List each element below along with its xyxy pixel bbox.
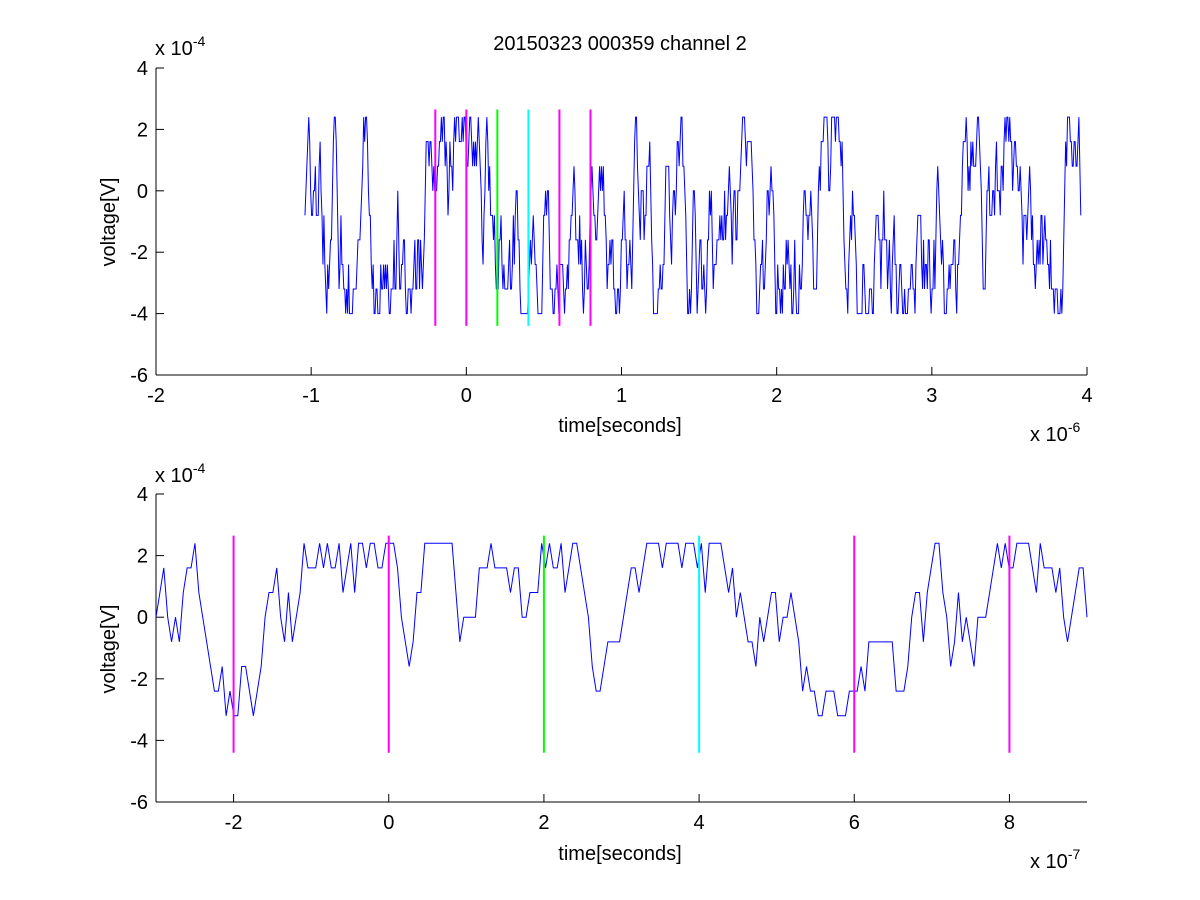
bottom-panel: -2 0 2 4 6 8 4 2 0 -2 -4 -6 time[seconds] voltage[V… bbox=[98, 460, 1088, 873]
top-y-exponent-power: -4 bbox=[193, 33, 206, 49]
top-x-exponent-power: -6 bbox=[1068, 419, 1081, 435]
bottom-x-exponent: x 10-7 bbox=[1030, 846, 1080, 873]
bottom-signal-series bbox=[155, 542, 1088, 717]
bottom-x-axis-label: time[seconds] bbox=[558, 843, 681, 865]
bottom-y-exponent-base: x 10 bbox=[155, 465, 193, 487]
top-x-tick-label-6: 4 bbox=[1081, 385, 1092, 407]
top-panel: -2 -1 0 1 2 3 4 4 2 0 -2 -4 -6 time[seconds] voltage… bbox=[98, 33, 1093, 446]
bottom-y-tick-label-0: 4 bbox=[137, 484, 148, 506]
top-y-tick-label-1: 2 bbox=[137, 119, 148, 141]
top-x-tick-label-1: -1 bbox=[302, 385, 320, 407]
top-y-exponent-base: x 10 bbox=[155, 38, 193, 60]
top-x-axis-label: time[seconds] bbox=[558, 415, 681, 437]
bottom-plot-area: -2 0 2 4 6 8 4 2 0 -2 -4 -6 bbox=[130, 484, 1088, 834]
top-plot-area: -2 -1 0 1 2 3 4 4 2 0 -2 -4 -6 bbox=[130, 58, 1092, 407]
top-y-tick-label-4: -4 bbox=[130, 304, 148, 326]
bottom-x-exponent-power: -7 bbox=[1068, 846, 1081, 862]
top-y-tick-label-2: 0 bbox=[137, 181, 148, 203]
top-y-exponent: x 10-4 bbox=[155, 33, 205, 60]
bottom-y-tick-label-4: -4 bbox=[130, 730, 148, 752]
top-x-tick-label-4: 2 bbox=[771, 385, 782, 407]
bottom-y-exponent-power: -4 bbox=[193, 460, 206, 476]
top-y-axis-label: voltage[V] bbox=[98, 178, 120, 267]
bottom-y-tick-label-1: 2 bbox=[137, 546, 148, 568]
bottom-x-exponent-base: x 10 bbox=[1030, 851, 1068, 873]
top-y-tick-label-5: -6 bbox=[130, 365, 148, 387]
bottom-y-axis-label: voltage[V] bbox=[98, 605, 120, 694]
top-x-tick-label-2: 0 bbox=[461, 385, 472, 407]
bottom-y-exponent: x 10-4 bbox=[155, 460, 205, 487]
bottom-x-tick-label-1: 0 bbox=[383, 812, 394, 834]
bottom-x-tick-label-4: 6 bbox=[849, 812, 860, 834]
top-x-tick-label-3: 1 bbox=[616, 385, 627, 407]
top-x-tick-label-5: 3 bbox=[926, 385, 937, 407]
bottom-x-tick-label-3: 4 bbox=[694, 812, 705, 834]
top-y-tick-label-0: 4 bbox=[137, 58, 148, 80]
bottom-x-tick-label-5: 8 bbox=[1004, 812, 1015, 834]
chart-title: 20150323 000359 channel 2 bbox=[493, 33, 747, 55]
bottom-x-tick-label-0: -2 bbox=[225, 812, 243, 834]
top-x-exponent-base: x 10 bbox=[1030, 424, 1068, 446]
bottom-y-tick-label-3: -2 bbox=[130, 669, 148, 691]
bottom-y-tick-label-5: -6 bbox=[130, 792, 148, 814]
bottom-y-tick-label-2: 0 bbox=[137, 607, 148, 629]
top-y-tick-label-3: -2 bbox=[130, 242, 148, 264]
top-signal-series bbox=[304, 116, 1082, 315]
top-x-tick-label-0: -2 bbox=[147, 385, 165, 407]
top-x-exponent: x 10-6 bbox=[1030, 419, 1080, 446]
bottom-x-tick-label-2: 2 bbox=[538, 812, 549, 834]
